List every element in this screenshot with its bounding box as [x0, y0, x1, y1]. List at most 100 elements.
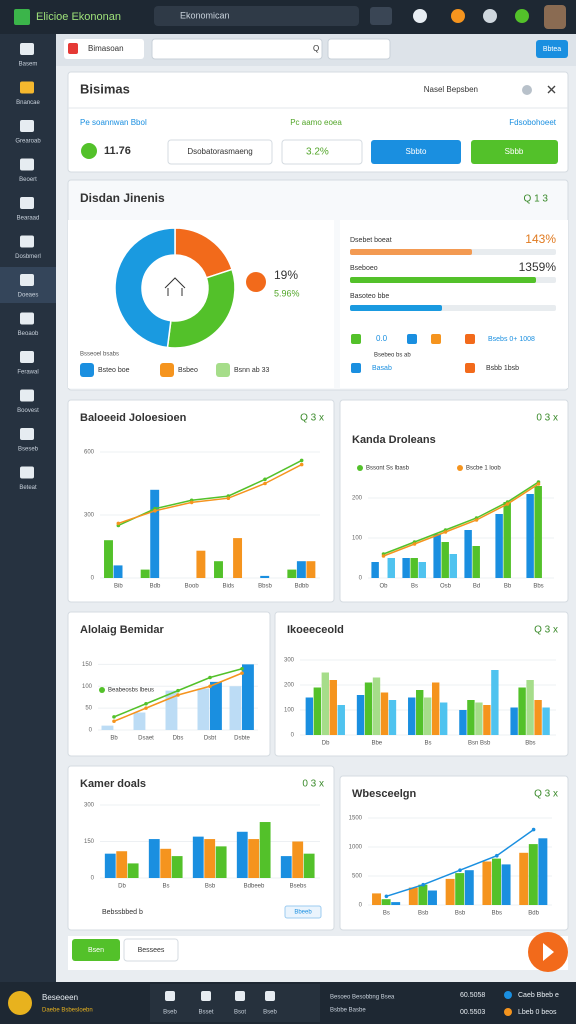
bar: [296, 561, 306, 578]
card-link[interactable]: Nasel Bepsben: [424, 85, 478, 94]
button-label[interactable]: Sbbb: [505, 147, 524, 156]
line-point: [208, 675, 212, 680]
x-tick-label: Dbs: [173, 736, 184, 742]
button-label[interactable]: Bessees: [138, 947, 165, 954]
sidebar-label[interactable]: Beteat: [19, 485, 37, 491]
x-tick-label: Bib: [114, 584, 123, 590]
sidebar-icon[interactable]: [20, 43, 34, 55]
top-icon[interactable]: [413, 9, 427, 23]
top-icon[interactable]: [515, 9, 529, 23]
y-tick-label: 100: [352, 536, 363, 542]
sidebar-label[interactable]: Grearoab: [15, 139, 41, 145]
nav-icon[interactable]: [201, 991, 211, 1001]
sidebar-label[interactable]: Beoaob: [18, 331, 39, 337]
nav-icon[interactable]: [265, 991, 275, 1001]
toolbar-input[interactable]: [151, 38, 323, 60]
toolbar-button[interactable]: [536, 40, 568, 58]
bar: [192, 836, 204, 878]
tab-label[interactable]: Bimasoan: [88, 44, 124, 53]
sidebar-label[interactable]: Dosbmerl: [15, 254, 41, 260]
column-label: Fdsobohoeet: [509, 118, 556, 127]
sidebar-icon[interactable]: [20, 466, 34, 479]
bar: [259, 822, 271, 878]
sidebar-label[interactable]: Beoert: [19, 177, 37, 183]
x-tick-label: Bdbeeb: [244, 884, 265, 890]
sidebar-icon[interactable]: [20, 274, 34, 286]
card-title: Disdan Jinenis: [80, 191, 165, 205]
sidebar-label[interactable]: Bnancae: [16, 100, 40, 106]
field-text: Dsobatorasmaeng: [187, 147, 252, 156]
bar: [439, 702, 448, 735]
menu-button[interactable]: [370, 7, 392, 25]
nav-label[interactable]: Bsset: [198, 1010, 213, 1016]
sidebar-label[interactable]: Ferawal: [17, 370, 38, 376]
progress-label: Basoteo bbe: [350, 293, 389, 300]
bar: [171, 856, 183, 878]
bar: [371, 562, 379, 578]
bar: [408, 887, 418, 905]
nav-label[interactable]: Bseb: [163, 1010, 177, 1016]
button-label[interactable]: Bsen: [88, 947, 104, 954]
y-tick-label: 300: [284, 658, 295, 664]
chart-controls[interactable]: Q 3 x: [300, 413, 324, 424]
nav-icon[interactable]: [235, 991, 245, 1001]
y-tick-label: 500: [352, 874, 363, 880]
sidebar-label[interactable]: Basem: [19, 62, 38, 68]
toolbar-field[interactable]: [327, 38, 391, 60]
sidebar-icon[interactable]: [20, 389, 34, 402]
sidebar-icon[interactable]: [20, 120, 34, 132]
top-icon[interactable]: [483, 9, 497, 23]
search-box[interactable]: [154, 6, 359, 26]
sidebar-label[interactable]: Bearaad: [17, 216, 40, 222]
y-tick-label: 200: [284, 683, 295, 689]
chart-controls[interactable]: 0 3 x: [536, 413, 558, 424]
nav-label[interactable]: Bseb: [263, 1010, 277, 1016]
sidebar-icon[interactable]: [20, 312, 34, 325]
column-label: Pe soannwan Bbol: [80, 118, 147, 127]
tab-icon: [68, 43, 78, 54]
sidebar-icon[interactable]: [20, 197, 34, 209]
sidebar-icon[interactable]: [20, 351, 34, 363]
x-tick-label: Bbs: [492, 911, 502, 917]
column-label: Pc aamo eoea: [290, 118, 342, 127]
line-point: [536, 482, 541, 486]
chart-controls[interactable]: 0 3 x: [302, 779, 324, 790]
bar: [242, 664, 254, 730]
x-tick-label: Db: [322, 741, 330, 747]
top-icon[interactable]: [451, 9, 465, 23]
sidebar-icon[interactable]: [20, 81, 34, 94]
caption: Bsseoel bsabs: [80, 352, 119, 358]
line-point: [412, 542, 417, 546]
nav-label[interactable]: Bsot: [234, 1010, 246, 1016]
chart-controls[interactable]: Q 3 x: [534, 789, 558, 800]
tab[interactable]: [64, 39, 144, 59]
sidebar-icon[interactable]: [20, 235, 34, 248]
x-tick-label: Bd: [473, 584, 480, 590]
sidebar-label[interactable]: Boovest: [17, 408, 39, 414]
x-tick-label: Boob: [185, 584, 200, 590]
bar: [204, 839, 216, 878]
summary-field[interactable]: [167, 139, 273, 165]
button-label[interactable]: Sbbto: [406, 147, 427, 156]
close-icon[interactable]: [547, 85, 556, 94]
sidebar-icon[interactable]: [20, 158, 34, 171]
nav-icon[interactable]: [165, 991, 175, 1001]
avatar[interactable]: [544, 5, 566, 29]
sidebar: [0, 34, 56, 982]
bar: [388, 700, 397, 735]
line-point: [443, 530, 448, 534]
brand-sub: Daebe Bsbesloebn: [42, 1008, 93, 1014]
success-button[interactable]: [471, 140, 558, 164]
footer-button[interactable]: [123, 938, 179, 962]
footer-button[interactable]: [72, 939, 120, 961]
bar: [391, 902, 401, 905]
sidebar-label[interactable]: Doeaes: [18, 293, 39, 299]
card-controls[interactable]: Q 1 3: [524, 194, 549, 205]
primary-button[interactable]: [371, 140, 461, 164]
button-label[interactable]: Bbtea: [543, 46, 561, 53]
sidebar-icon[interactable]: [20, 428, 34, 440]
sidebar-label[interactable]: Bseseb: [18, 447, 39, 453]
bar: [364, 682, 373, 735]
y-tick-label: 150: [82, 662, 93, 668]
chart-controls[interactable]: Q 3 x: [534, 625, 558, 636]
